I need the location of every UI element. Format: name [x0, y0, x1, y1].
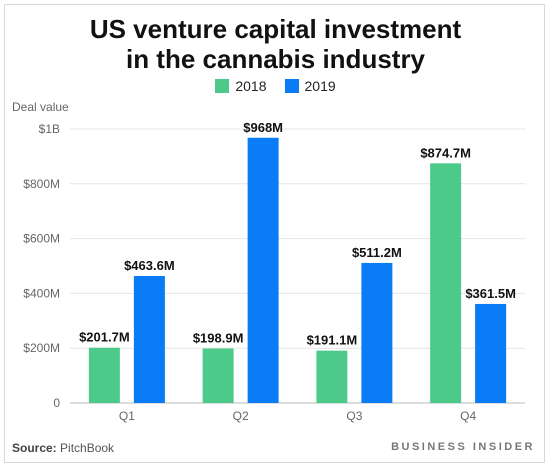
data-label-2019-q2: $968M — [243, 120, 283, 135]
source-name: PitchBook — [60, 441, 115, 455]
data-label-2019-q1: $463.6M — [124, 258, 175, 273]
x-tick-label: Q2 — [233, 409, 249, 423]
bar-2019-q3 — [361, 262, 393, 403]
source-note: Source: PitchBook — [12, 441, 114, 455]
x-tick-label: Q1 — [119, 409, 135, 423]
y-tick-label: $400M — [23, 286, 60, 300]
publisher-brand: BUSINESS INSIDER — [391, 441, 535, 453]
y-axis-title: Deal value — [12, 100, 69, 114]
bar-2018-q3 — [316, 350, 348, 403]
legend-item-2019: 2019 — [284, 78, 336, 94]
legend: 2018 2019 — [0, 78, 551, 94]
x-tick-label: Q3 — [346, 409, 362, 423]
legend-swatch-2019 — [284, 79, 299, 93]
data-label-2018-q2: $198.9M — [193, 331, 244, 346]
legend-item-2018: 2018 — [215, 78, 267, 94]
bar-2018-q2 — [202, 348, 234, 403]
chart-title-line-1: US venture capital investment — [89, 14, 462, 44]
y-tick-label: $200M — [23, 341, 60, 355]
data-label-2018-q4: $874.7M — [420, 145, 471, 160]
legend-label-2019: 2019 — [304, 78, 336, 94]
bar-2019-q4 — [475, 303, 507, 403]
bar-2019-q1 — [133, 275, 165, 403]
y-tick-label: $600M — [23, 232, 60, 246]
chart-title-line-2: in the cannabis industry — [125, 44, 426, 74]
legend-swatch-2018 — [215, 79, 230, 93]
bar-2018-q1 — [88, 347, 120, 403]
source-label: Source: — [12, 441, 57, 455]
y-tick-label: 0 — [53, 396, 60, 410]
data-label-2018-q1: $201.7M — [79, 330, 130, 345]
bar-2019-q2 — [247, 137, 279, 403]
data-label-2019-q4: $361.5M — [465, 286, 516, 301]
y-tick-label: $1B — [39, 122, 60, 136]
legend-label-2018: 2018 — [235, 78, 267, 94]
x-tick-label: Q4 — [460, 409, 476, 423]
bar-2018-q4 — [430, 163, 462, 403]
y-tick-label: $800M — [23, 177, 60, 191]
data-label-2018-q3: $191.1M — [307, 333, 358, 348]
data-label-2019-q3: $511.2M — [352, 245, 402, 260]
